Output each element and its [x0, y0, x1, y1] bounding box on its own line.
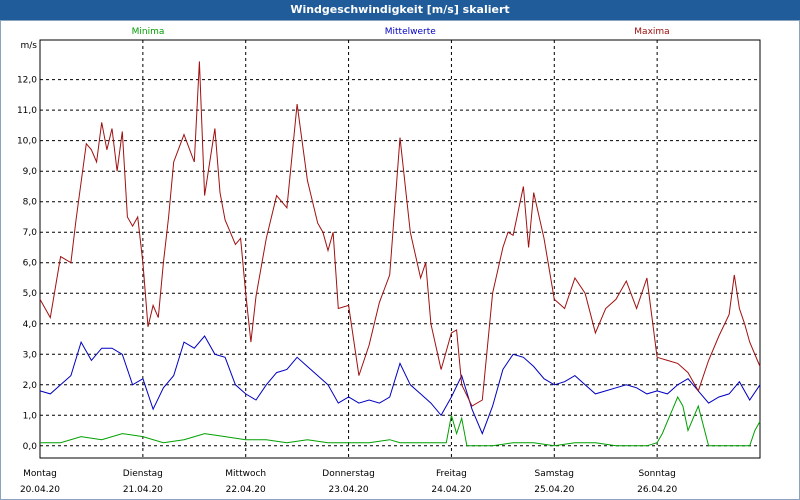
y-axis-label: m/s — [21, 41, 38, 51]
y-tick-label: 4,0 — [23, 320, 38, 330]
x-tick-date-label: 23.04.20 — [329, 485, 369, 495]
x-tick-day-label: Mittwoch — [225, 469, 266, 479]
series-line-minima — [40, 395, 761, 447]
x-tick-date-label: 24.04.20 — [431, 485, 471, 495]
series-line-mittelwerte — [39, 335, 761, 435]
y-tick-label: 12,0 — [17, 76, 37, 86]
y-tick-label: 8,0 — [23, 198, 38, 208]
legend-entry: Minima — [132, 27, 165, 37]
x-tick-day-label: Freitag — [436, 469, 467, 479]
y-tick-label: 7,0 — [23, 228, 38, 238]
y-tick-label: 10,0 — [17, 137, 37, 147]
x-tick-date-label: 22.04.20 — [226, 485, 266, 495]
series-line-maxima — [39, 61, 761, 407]
legend-entry: Maxima — [634, 27, 669, 37]
y-tick-label: 6,0 — [23, 259, 38, 269]
y-tick-label: 3,0 — [23, 350, 38, 360]
y-tick-label: 2,0 — [23, 381, 38, 391]
x-tick-date-label: 21.04.20 — [123, 485, 163, 495]
y-tick-label: 1,0 — [23, 411, 38, 421]
x-tick-date-label: 20.04.20 — [20, 485, 60, 495]
x-tick-day-label: Montag — [23, 469, 57, 479]
x-tick-day-label: Sonntag — [638, 469, 675, 479]
chart-title: Windgeschwindigkeit [m/s] skaliert — [0, 0, 800, 20]
y-tick-label: 0,0 — [23, 442, 38, 452]
x-tick-day-label: Samstag — [535, 469, 574, 479]
x-tick-date-label: 25.04.20 — [534, 485, 574, 495]
x-tick-day-label: Dienstag — [123, 469, 163, 479]
x-tick-date-label: 26.04.20 — [637, 485, 677, 495]
y-tick-label: 9,0 — [23, 167, 38, 177]
y-tick-label: 11,0 — [17, 106, 37, 116]
legend-entry: Mittelwerte — [385, 27, 436, 37]
y-tick-label: 5,0 — [23, 289, 38, 299]
plot-area-border — [39, 39, 761, 459]
x-tick-day-label: Donnerstag — [322, 469, 375, 479]
